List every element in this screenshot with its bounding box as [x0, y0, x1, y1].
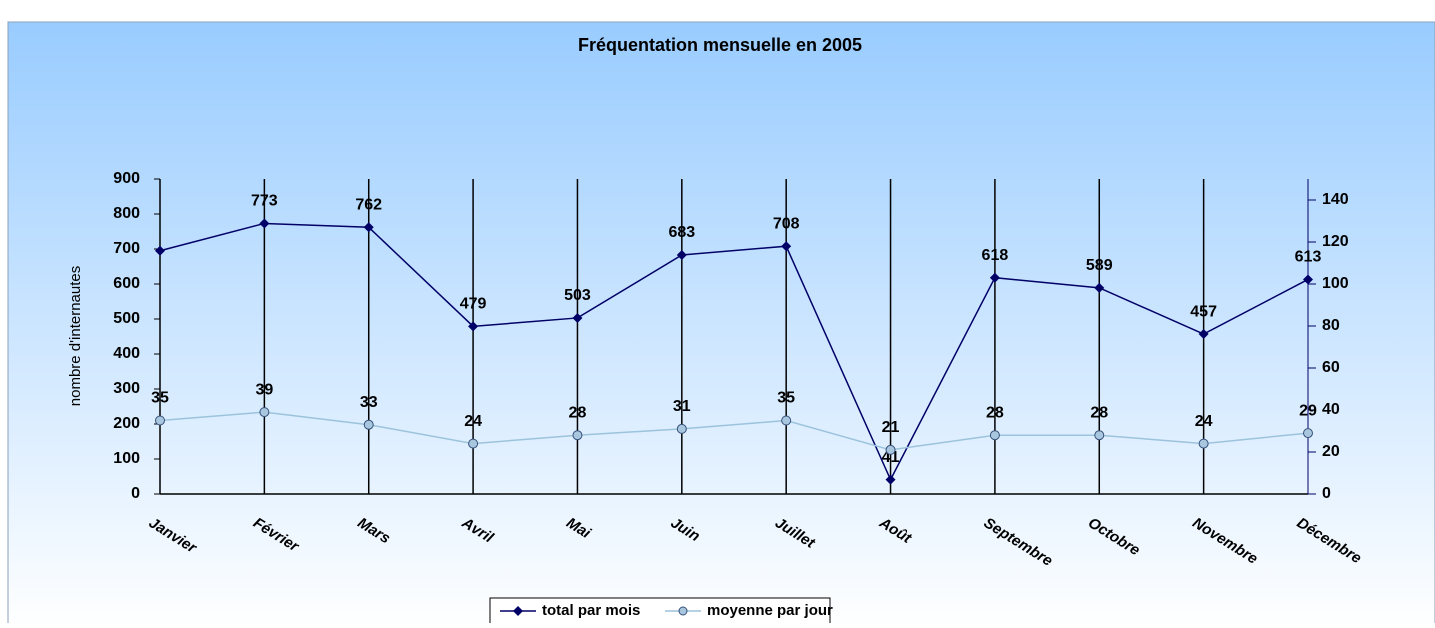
- y-tick-label: 500: [113, 310, 140, 327]
- y2-tick-label: 100: [1322, 275, 1349, 292]
- marker: [1094, 430, 1105, 441]
- marker: [676, 249, 687, 260]
- data-label: 24: [1195, 413, 1213, 430]
- y-tick-label: 300: [113, 380, 140, 397]
- data-label: 613: [1295, 249, 1322, 266]
- marker: [468, 321, 479, 332]
- marker: [259, 407, 270, 418]
- y-tick-label: 700: [113, 240, 140, 257]
- series-line: [159, 222, 1309, 482]
- y2-tick-label: 60: [1322, 359, 1340, 376]
- y-tick-label: 200: [113, 415, 140, 432]
- data-label: 762: [355, 197, 382, 214]
- data-label: 24: [464, 413, 482, 430]
- marker: [155, 245, 165, 256]
- chart-title: Fréquentation mensuelle en 2005: [578, 35, 862, 55]
- series-line: [159, 411, 1309, 451]
- marker: [1198, 438, 1209, 449]
- chart-background: [7, 21, 1435, 628]
- data-label: 708: [773, 215, 800, 232]
- data-label: 618: [982, 247, 1009, 264]
- y-tick-label: 600: [113, 275, 140, 292]
- data-label: 35: [777, 390, 795, 407]
- marker: [1303, 428, 1313, 439]
- marker: [468, 438, 479, 449]
- legend-label: moyenne par jour: [707, 602, 833, 619]
- legend-marker: [678, 606, 688, 616]
- y2-tick-label: 0: [1322, 485, 1331, 502]
- y2-tick-label: 80: [1322, 317, 1340, 334]
- data-label: 35: [151, 390, 169, 407]
- data-label: 28: [986, 404, 1004, 421]
- marker: [155, 415, 165, 426]
- legend-marker: [513, 606, 523, 616]
- marker: [989, 430, 1000, 441]
- marker: [781, 415, 792, 426]
- y-tick-label: 100: [113, 450, 140, 467]
- y2-tick-label: 140: [1322, 191, 1349, 208]
- data-label: 503: [564, 287, 591, 304]
- marker: [781, 241, 792, 252]
- y2-tick-label: 20: [1322, 443, 1340, 460]
- marker: [885, 474, 896, 485]
- data-label: 457: [1190, 303, 1217, 320]
- y2-tick-label: 120: [1322, 233, 1349, 250]
- legend-label: total par mois: [542, 602, 640, 619]
- marker: [1094, 282, 1105, 293]
- marker: [885, 444, 896, 455]
- y-tick-label: 900: [113, 170, 140, 187]
- data-label: 479: [460, 296, 487, 313]
- data-label: 28: [569, 404, 587, 421]
- y-tick-label: 400: [113, 345, 140, 362]
- marker: [363, 419, 374, 430]
- data-label: 31: [673, 398, 691, 415]
- marker: [363, 222, 374, 233]
- marker: [1198, 329, 1209, 340]
- marker: [572, 430, 583, 441]
- marker: [572, 312, 583, 323]
- marker: [676, 423, 687, 434]
- legend-box: [489, 597, 831, 625]
- data-label: 683: [668, 224, 695, 241]
- y-tick-label: 0: [131, 485, 140, 502]
- y2-tick-label: 40: [1322, 401, 1340, 418]
- data-label: 33: [360, 394, 378, 411]
- y-axis-label: nombre d'internautes: [67, 266, 84, 406]
- data-label: 29: [1299, 402, 1317, 419]
- marker: [1303, 274, 1313, 285]
- y-tick-label: 800: [113, 205, 140, 222]
- data-label: 39: [255, 381, 273, 398]
- marker: [259, 218, 270, 229]
- data-label: 773: [251, 193, 278, 210]
- data-label: 21: [882, 419, 900, 436]
- data-label: 41: [882, 449, 900, 466]
- marker: [989, 272, 1000, 283]
- data-label: 589: [1086, 257, 1113, 274]
- data-label: 28: [1090, 404, 1108, 421]
